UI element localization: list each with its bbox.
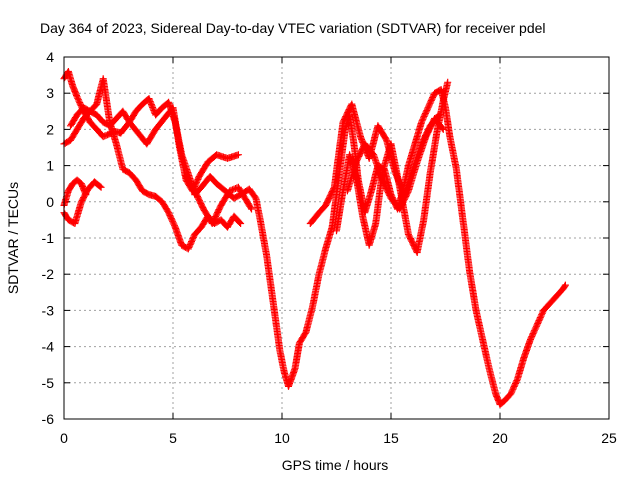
y-tick-label: -4 bbox=[42, 339, 55, 355]
data-point-plus bbox=[561, 282, 569, 290]
y-axis-label: SDTVAR / TECUs bbox=[5, 182, 21, 294]
data-point-plus bbox=[97, 183, 105, 191]
data-point-plus bbox=[444, 78, 452, 86]
y-tick-label: -6 bbox=[42, 411, 55, 427]
x-axis-label: GPS time / hours bbox=[282, 457, 389, 473]
y-tick-label: 0 bbox=[46, 194, 54, 210]
y-tick-label: 1 bbox=[46, 158, 54, 174]
y-tick-label: 3 bbox=[46, 85, 54, 101]
data-point-plus bbox=[247, 204, 255, 212]
data-point-plus bbox=[234, 151, 242, 159]
data-point-plus bbox=[236, 219, 244, 226]
data-point-plus bbox=[438, 124, 446, 132]
data-point-plus bbox=[248, 205, 255, 213]
y-tick-label: -5 bbox=[42, 375, 55, 391]
data-point-plus bbox=[82, 191, 90, 199]
plot-frame bbox=[63, 56, 610, 420]
y-tick-label: 4 bbox=[46, 49, 54, 65]
y-tick-label: -1 bbox=[42, 230, 55, 246]
chart-title: Day 364 of 2023, Sidereal Day-to-day VTE… bbox=[40, 20, 546, 36]
x-tick-label: 15 bbox=[383, 430, 399, 446]
x-tick-label: 0 bbox=[60, 430, 68, 446]
data-point-plus bbox=[439, 125, 447, 133]
y-tick-label: -3 bbox=[42, 302, 55, 318]
data-markers bbox=[60, 68, 569, 408]
x-tick-label: 10 bbox=[274, 430, 290, 446]
grid bbox=[64, 57, 609, 419]
y-tick-label: 2 bbox=[46, 121, 54, 137]
y-tick-label: -2 bbox=[42, 266, 55, 282]
x-tick-label: 20 bbox=[492, 430, 508, 446]
data-point-plus bbox=[435, 111, 443, 119]
x-tick-label: 25 bbox=[601, 430, 617, 446]
data-point-plus bbox=[96, 182, 104, 190]
x-tick-label: 5 bbox=[169, 430, 177, 446]
data-point-plus bbox=[561, 281, 569, 289]
data-point-plus bbox=[237, 220, 245, 227]
